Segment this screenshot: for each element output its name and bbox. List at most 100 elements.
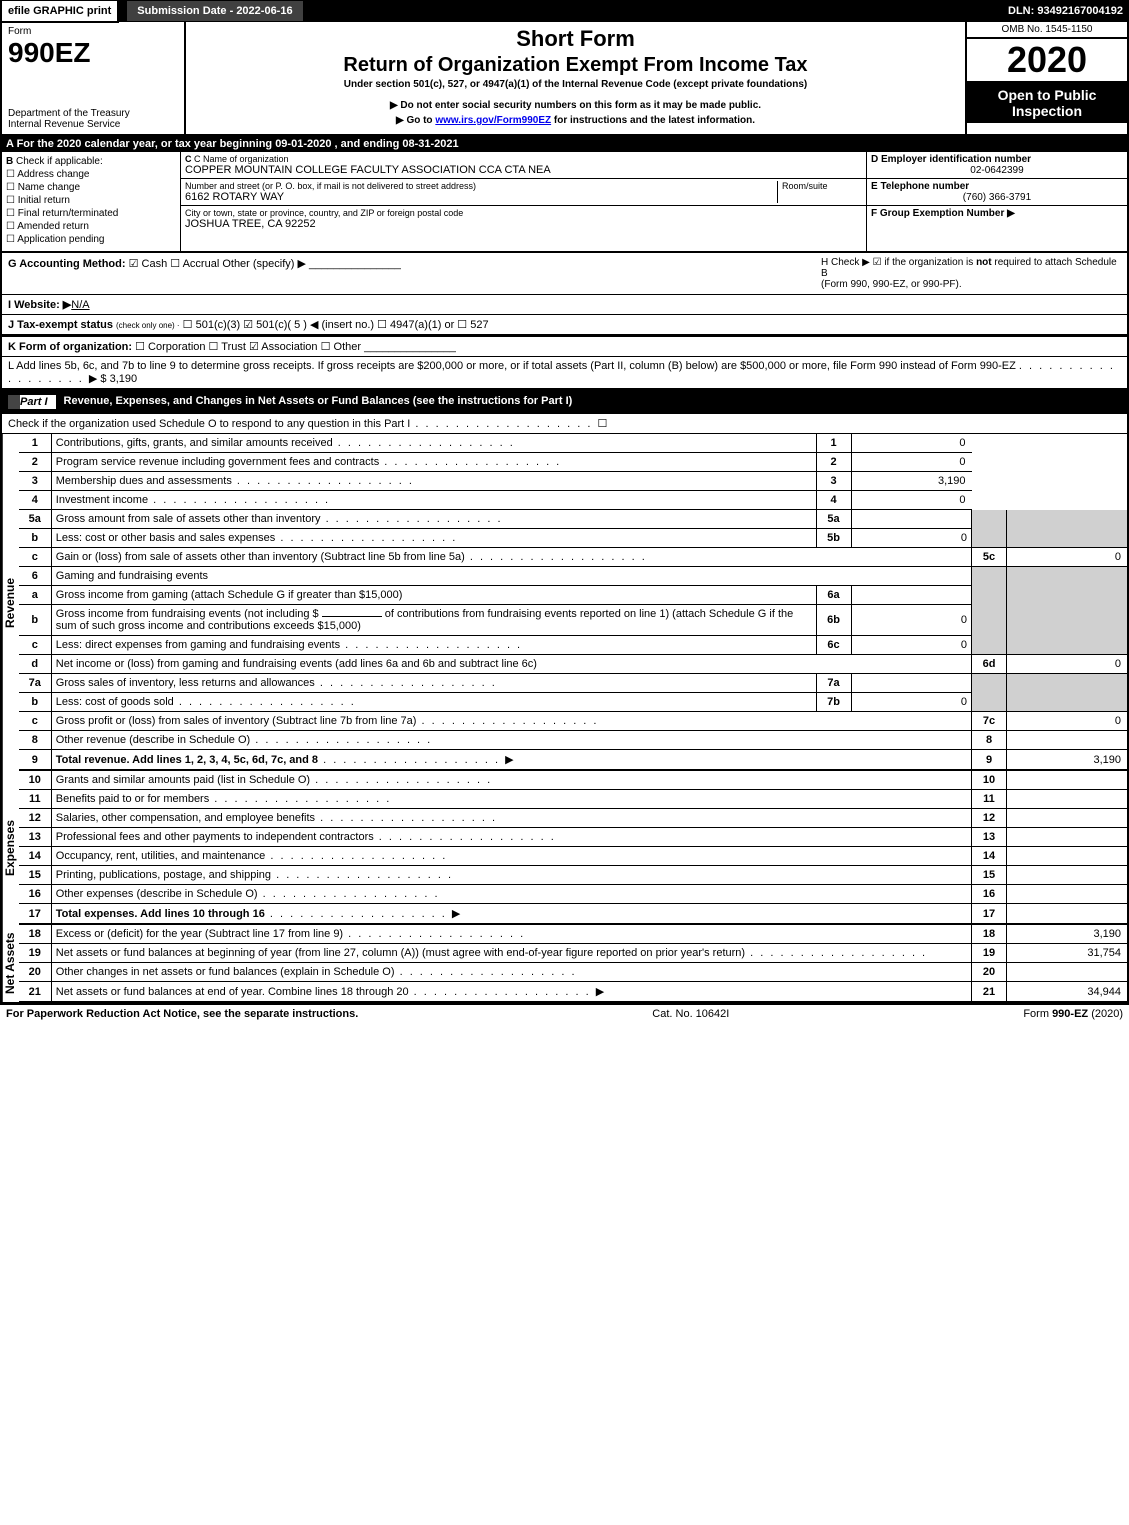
ln14-ref: 14 — [972, 847, 1007, 866]
ln1-num: 1 — [19, 434, 52, 453]
ln6b-desc: Gross income from fundraising events (no… — [51, 605, 816, 636]
g-label: G Accounting Method: — [8, 258, 126, 270]
website-value: N/A — [71, 299, 89, 311]
addr-label: Number and street (or P. O. box, if mail… — [185, 181, 777, 191]
ln2-ref: 2 — [816, 453, 851, 472]
ln10-num: 10 — [19, 771, 52, 790]
ln10-desc: Grants and similar amounts paid (list in… — [51, 771, 971, 790]
efile-label: efile GRAPHIC print — [0, 0, 119, 23]
goto-pre: ▶ Go to — [396, 115, 435, 126]
ln7b-desc: Less: cost of goods sold — [51, 693, 816, 712]
cb-amended-return[interactable]: Amended return — [6, 221, 176, 232]
line-a-tax-year: A For the 2020 calendar year, or tax yea… — [0, 136, 1129, 152]
ln10-ref: 10 — [972, 771, 1007, 790]
cb-address-change[interactable]: Address change — [6, 169, 176, 180]
ln17-ref: 17 — [972, 904, 1007, 925]
ln19-ref: 19 — [972, 944, 1007, 963]
ln6-desc: Gaming and fundraising events — [51, 567, 971, 586]
ln8-amt — [1007, 731, 1128, 750]
ln4-num: 4 — [19, 491, 52, 510]
ln6b-sv: 0 — [851, 605, 972, 636]
ln20-ref: 20 — [972, 963, 1007, 982]
h-text3: (Form 990, 990-EZ, or 990-PF). — [821, 279, 962, 290]
section-h-schedule-b: H Check ▶ ☑ if the organization is not r… — [821, 257, 1121, 290]
irs-label: Internal Revenue Service — [8, 119, 178, 130]
ln6a-desc: Gross income from gaming (attach Schedul… — [51, 586, 816, 605]
ln6d-ref: 6d — [972, 655, 1007, 674]
ln6a-num: a — [19, 586, 52, 605]
ln6b-num: b — [19, 605, 52, 636]
part1-title: Revenue, Expenses, and Changes in Net As… — [64, 395, 573, 409]
form-word: Form — [8, 26, 178, 37]
ln5b-sv: 0 — [851, 529, 972, 548]
ln20-desc: Other changes in net assets or fund bala… — [51, 963, 971, 982]
ln7a-sub: 7a — [816, 674, 851, 693]
ln7a-sv — [851, 674, 972, 693]
cb-final-return[interactable]: Final return/terminated — [6, 208, 176, 219]
b-label: B — [6, 156, 13, 167]
ln5a-desc: Gross amount from sale of assets other t… — [51, 510, 816, 529]
part1-check-box[interactable]: ☐ — [597, 418, 607, 430]
ln6d-amt: 0 — [1007, 655, 1128, 674]
ln11-num: 11 — [19, 790, 52, 809]
ln9-ref: 9 — [972, 750, 1007, 771]
cb-name-change[interactable]: Name change — [6, 182, 176, 193]
ln19-amt: 31,754 — [1007, 944, 1128, 963]
cb-application-pending[interactable]: Application pending — [6, 234, 176, 245]
c-name-label: C C Name of organization — [185, 154, 862, 164]
ln17-amt — [1007, 904, 1128, 925]
ln13-num: 13 — [19, 828, 52, 847]
cb-initial-return[interactable]: Initial return — [6, 195, 176, 206]
ln2-amt: 0 — [851, 453, 972, 472]
ln7c-ref: 7c — [972, 712, 1007, 731]
k-options: ☐ Corporation ☐ Trust ☑ Association ☐ Ot… — [135, 341, 361, 353]
h-not: not — [976, 257, 992, 268]
e-phone-label: E Telephone number — [871, 181, 969, 192]
ln9-amt: 3,190 — [1007, 750, 1128, 771]
cb-cash[interactable]: Cash — [129, 258, 168, 270]
section-j-tax-status: J Tax-exempt status (check only one) · ☐… — [0, 315, 1129, 335]
ln3-amt: 3,190 — [851, 472, 972, 491]
ln5c-ref: 5c — [972, 548, 1007, 567]
submission-date: Submission Date - 2022-06-16 — [127, 1, 302, 21]
ln5c-amt: 0 — [1007, 548, 1128, 567]
ln6c-sv: 0 — [851, 636, 972, 655]
form-header: Form 990EZ Department of the Treasury In… — [0, 22, 1129, 136]
form-ref: Form 990-EZ (2020) — [1023, 1008, 1123, 1020]
ln7a-num: 7a — [19, 674, 52, 693]
ln14-amt — [1007, 847, 1128, 866]
ln6d-num: d — [19, 655, 52, 674]
street-address: 6162 ROTARY WAY — [185, 191, 777, 203]
section-bcdef: B Check if applicable: Address change Na… — [0, 152, 1129, 253]
ln15-ref: 15 — [972, 866, 1007, 885]
ln9-num: 9 — [19, 750, 52, 771]
ln4-ref: 4 — [816, 491, 851, 510]
ln5a-num: 5a — [19, 510, 52, 529]
ln5b-num: b — [19, 529, 52, 548]
ln18-desc: Excess or (deficit) for the year (Subtra… — [51, 925, 971, 944]
ln21-ref: 21 — [972, 982, 1007, 1002]
ln20-num: 20 — [19, 963, 52, 982]
ln5-shade — [972, 510, 1007, 548]
city-label: City or town, state or province, country… — [185, 208, 862, 218]
subtitle: Under section 501(c), 527, or 4947(a)(1)… — [190, 79, 961, 90]
ln3-num: 3 — [19, 472, 52, 491]
ln7b-sv: 0 — [851, 693, 972, 712]
ein-value: 02-0642399 — [871, 165, 1123, 176]
f-group-exemption: F Group Exemption Number ▶ — [871, 208, 1015, 219]
k-label: K Form of organization: — [8, 341, 132, 353]
ln13-desc: Professional fees and other payments to … — [51, 828, 971, 847]
ln8-ref: 8 — [972, 731, 1007, 750]
ln6-shade — [972, 567, 1007, 655]
omb-number: OMB No. 1545-1150 — [967, 22, 1127, 39]
ln6c-sub: 6c — [816, 636, 851, 655]
ln4-amt: 0 — [851, 491, 972, 510]
ln5b-sub: 5b — [816, 529, 851, 548]
ln7-shade-amt — [1007, 674, 1128, 712]
j-sub: (check only one) · — [116, 321, 180, 330]
dept-label: Department of the Treasury — [8, 108, 178, 119]
j-label: J Tax-exempt status — [8, 319, 113, 331]
irs-link[interactable]: www.irs.gov/Form990EZ — [435, 115, 551, 126]
cb-accrual[interactable]: Accrual — [170, 258, 219, 270]
ln7c-amt: 0 — [1007, 712, 1128, 731]
